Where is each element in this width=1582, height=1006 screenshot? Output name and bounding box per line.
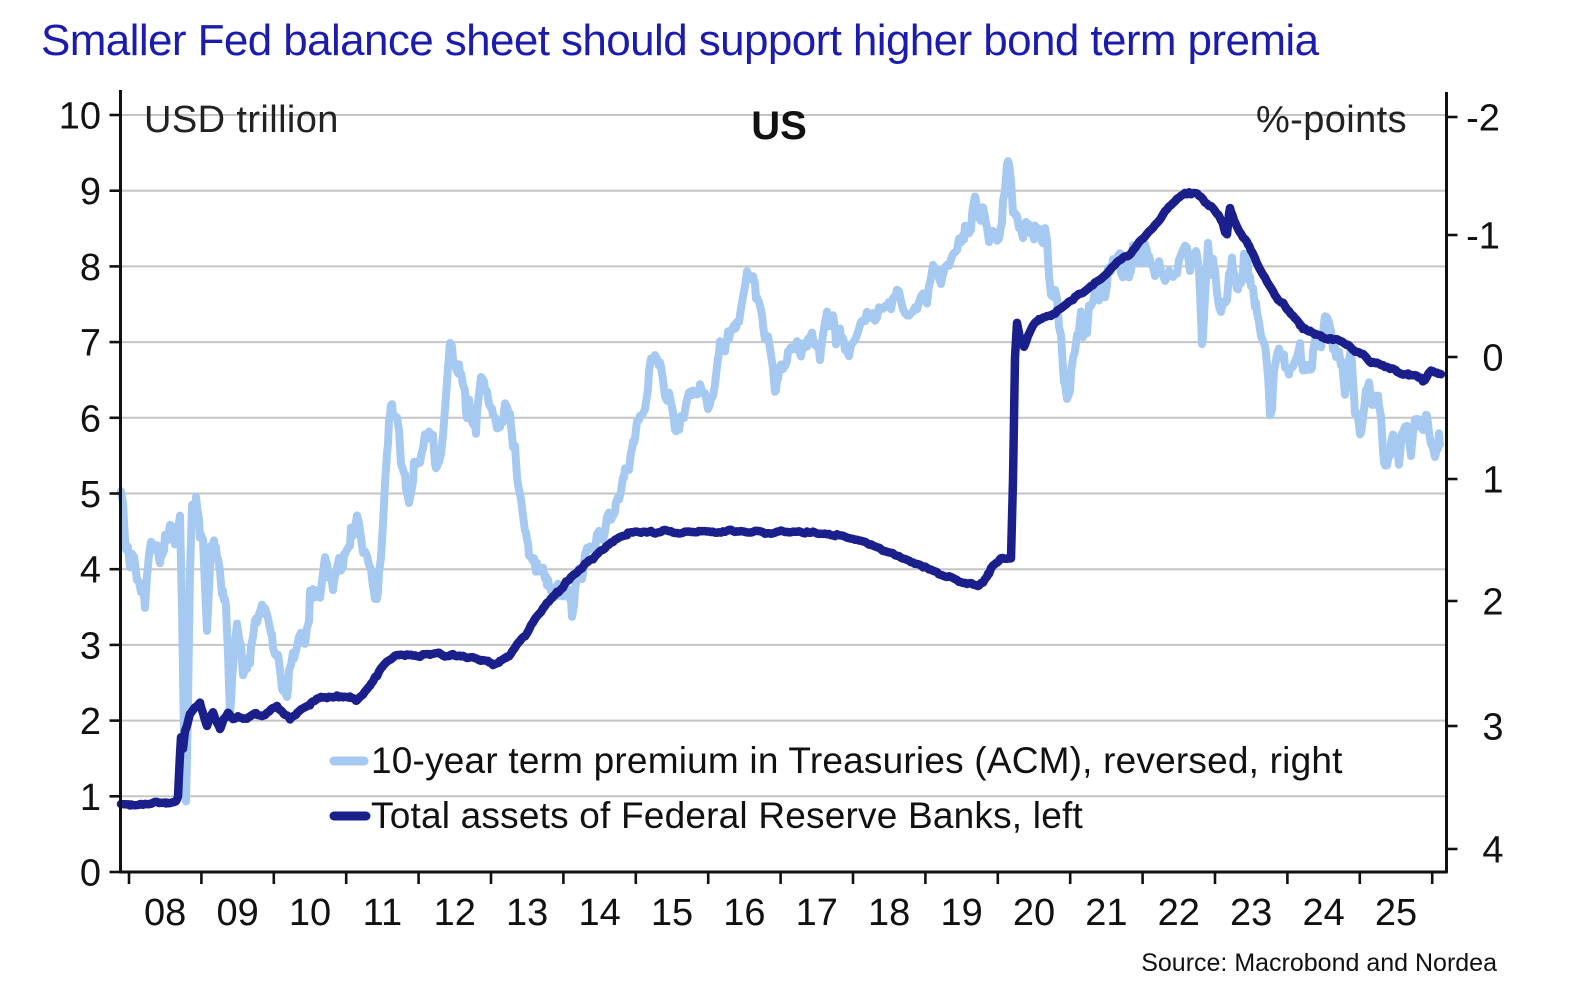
svg-text:Total assets of Federal Reserv: Total assets of Federal Reserve Banks, l… xyxy=(371,795,1083,836)
svg-text:-1: -1 xyxy=(1466,216,1500,258)
svg-text:23: 23 xyxy=(1230,892,1272,934)
svg-text:25: 25 xyxy=(1375,892,1417,934)
svg-text:8: 8 xyxy=(80,247,101,289)
svg-text:Source: Macrobond and Nordea: Source: Macrobond and Nordea xyxy=(1141,949,1497,977)
svg-text:2: 2 xyxy=(80,701,101,743)
svg-text:7: 7 xyxy=(80,323,101,365)
svg-text:20: 20 xyxy=(1013,892,1055,934)
svg-text:4: 4 xyxy=(80,550,101,592)
svg-text:%-points: %-points xyxy=(1256,99,1407,141)
svg-text:11: 11 xyxy=(363,892,402,934)
svg-text:US: US xyxy=(751,104,807,148)
svg-text:Smaller Fed balance sheet shou: Smaller Fed balance sheet should support… xyxy=(41,16,1320,65)
svg-text:19: 19 xyxy=(940,892,982,934)
svg-text:4: 4 xyxy=(1482,830,1503,872)
svg-text:12: 12 xyxy=(434,892,476,934)
svg-text:24: 24 xyxy=(1302,892,1344,934)
svg-text:13: 13 xyxy=(506,892,548,934)
svg-text:5: 5 xyxy=(80,474,101,516)
svg-text:09: 09 xyxy=(216,892,258,934)
svg-text:-2: -2 xyxy=(1466,98,1500,140)
svg-text:0: 0 xyxy=(1482,338,1503,380)
svg-text:21: 21 xyxy=(1085,892,1127,934)
svg-text:1: 1 xyxy=(80,777,101,819)
svg-text:9: 9 xyxy=(80,171,101,213)
svg-text:0: 0 xyxy=(80,853,101,895)
svg-text:3: 3 xyxy=(1482,707,1503,749)
svg-text:18: 18 xyxy=(868,892,910,934)
svg-text:3: 3 xyxy=(80,625,101,667)
svg-text:10-year term premium in Treasu: 10-year term premium in Treasuries (ACM)… xyxy=(371,740,1343,781)
svg-text:08: 08 xyxy=(144,892,186,934)
svg-text:14: 14 xyxy=(578,892,620,934)
svg-text:1: 1 xyxy=(1482,460,1503,502)
svg-text:10: 10 xyxy=(289,892,331,934)
svg-text:2: 2 xyxy=(1482,582,1503,624)
svg-text:16: 16 xyxy=(723,892,765,934)
svg-text:22: 22 xyxy=(1158,892,1200,934)
svg-text:17: 17 xyxy=(796,892,838,934)
svg-text:6: 6 xyxy=(80,398,101,440)
svg-text:15: 15 xyxy=(651,892,693,934)
svg-text:10: 10 xyxy=(59,96,101,138)
svg-text:USD trillion: USD trillion xyxy=(144,99,339,141)
